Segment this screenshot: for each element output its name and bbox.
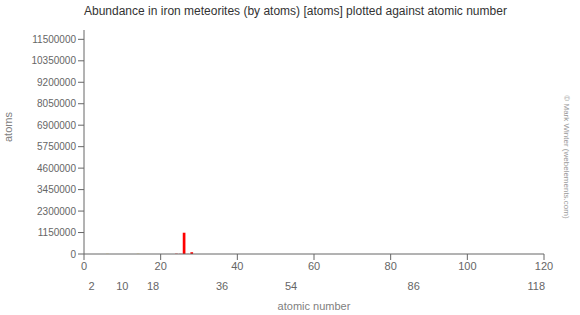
svg-text:2: 2: [89, 280, 95, 292]
svg-text:3450000: 3450000: [37, 184, 76, 195]
svg-text:60: 60: [308, 260, 320, 272]
svg-text:10350000: 10350000: [32, 55, 77, 66]
svg-text:86: 86: [408, 280, 420, 292]
svg-text:0: 0: [70, 249, 76, 260]
svg-text:9200000: 9200000: [37, 77, 76, 88]
html-text:Abundance in iron meteorites (: Abundance in iron meteorites (by atoms) …: [84, 4, 507, 18]
svg-text:2300000: 2300000: [37, 206, 76, 217]
svg-text:1150000: 1150000: [38, 227, 77, 238]
svg-text:120: 120: [535, 260, 553, 272]
svg-text:40: 40: [231, 260, 243, 272]
html-text:© Mark Winter (webelements.com: © Mark Winter (webelements.com): [561, 95, 571, 219]
svg-text:8050000: 8050000: [37, 98, 76, 109]
svg-text:11500000: 11500000: [32, 34, 76, 45]
svg-text:20: 20: [155, 260, 167, 272]
svg-text:100: 100: [458, 260, 476, 272]
svg-text:118: 118: [528, 280, 546, 292]
svg-text:80: 80: [385, 260, 397, 272]
svg-text:atomic number: atomic number: [278, 300, 351, 312]
svg-text:10: 10: [116, 280, 128, 292]
svg-text:36: 36: [216, 280, 228, 292]
svg-text:4600000: 4600000: [37, 163, 76, 174]
svg-text:6900000: 6900000: [37, 120, 76, 131]
svg-text:54: 54: [285, 280, 297, 292]
svg-text:18: 18: [147, 280, 159, 292]
svg-text:0: 0: [81, 260, 87, 272]
svg-text:atoms: atoms: [8, 112, 14, 142]
svg-text:5750000: 5750000: [37, 141, 76, 152]
